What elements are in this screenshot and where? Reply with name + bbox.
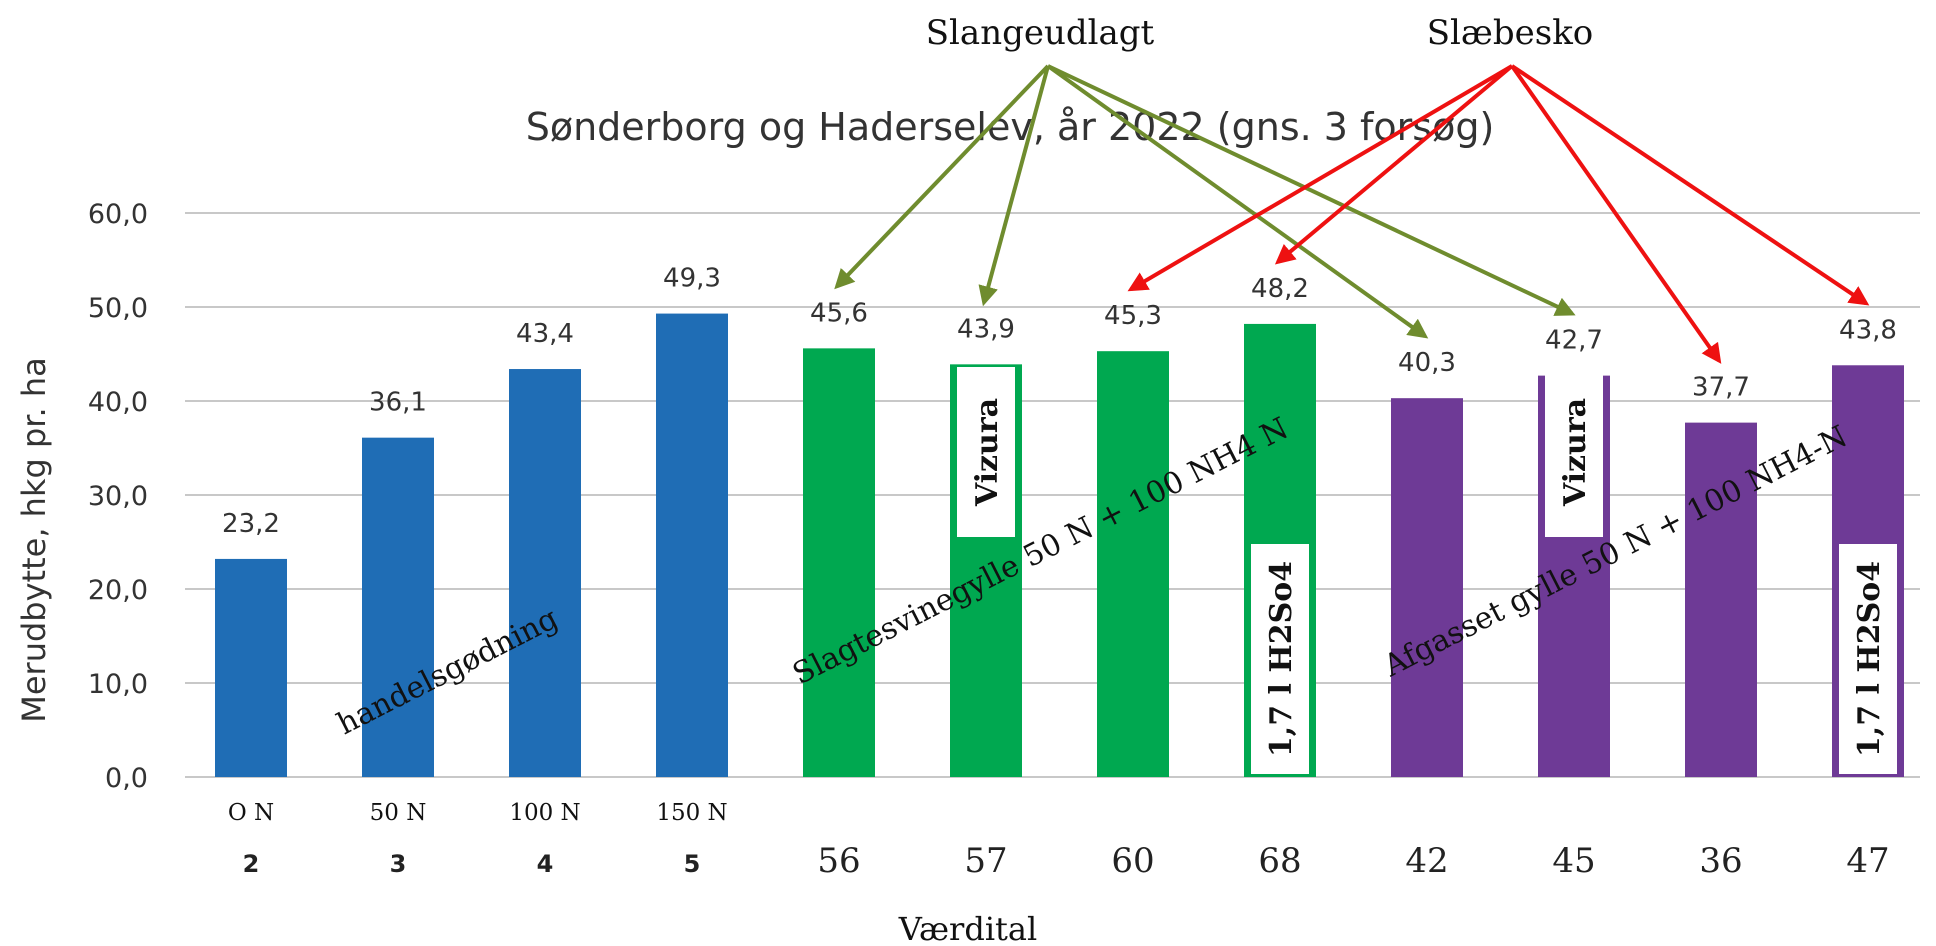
data-label: 48,2 [1251, 274, 1309, 304]
y-tick-label: 30,0 [88, 481, 148, 512]
x-tick-label: 42 [1405, 841, 1448, 881]
bar-tag-box [957, 367, 1015, 537]
y-tick-label: 0,0 [105, 763, 148, 794]
x-tick-label: 2 [243, 850, 260, 878]
bar-tag-text: Vizura [970, 398, 1005, 507]
bar-tag-text: 1,7 l H2So4 [1264, 561, 1299, 757]
annotation-arrow [1510, 64, 1722, 364]
data-label: 43,8 [1839, 315, 1897, 345]
y-tick-label: 50,0 [88, 293, 148, 324]
y-axis-label: Merudbytte, hkg pr. ha [15, 357, 53, 722]
annotation-label: Slæbesko [1427, 13, 1594, 53]
bar [1685, 422, 1757, 777]
annotation-label: Slangeudlagt [926, 13, 1155, 53]
x-tick-label: 3 [390, 850, 407, 878]
data-label: 40,3 [1398, 348, 1456, 378]
annotation-arrow [834, 64, 1050, 290]
data-label: 23,2 [222, 509, 280, 539]
data-label: 45,6 [810, 298, 868, 328]
data-label: 43,4 [516, 319, 574, 349]
chart-title: Sønderborg og Haderselev, år 2022 (gns. … [526, 105, 1495, 149]
data-label: 49,3 [663, 264, 721, 294]
data-label: 42,7 [1545, 326, 1603, 356]
data-label: 37,7 [1692, 373, 1750, 403]
bar [1391, 398, 1463, 777]
bar-tag-box [1839, 544, 1897, 774]
x-tick-label: 56 [817, 841, 860, 881]
bar [1097, 351, 1169, 777]
annotation-arrow [978, 65, 1050, 307]
x-sublabel: 100 N [509, 800, 580, 826]
x-tick-label: 57 [964, 841, 1007, 881]
y-tick-label: 10,0 [88, 669, 148, 700]
bar-tag-text: Vizura [1558, 398, 1593, 507]
y-tick-label: 20,0 [88, 575, 148, 606]
x-tick-label: 45 [1552, 841, 1595, 881]
annotation-arrow [1046, 64, 1429, 339]
x-tick-label: 47 [1846, 841, 1889, 881]
x-tick-label: 68 [1258, 841, 1301, 881]
x-sublabel: O N [228, 800, 274, 826]
y-tick-label: 40,0 [88, 387, 148, 418]
data-label: 36,1 [369, 388, 427, 418]
y-tick-label: 60,0 [88, 199, 148, 230]
data-label: 45,3 [1104, 301, 1162, 331]
bar [656, 313, 728, 777]
x-sublabel: 50 N [370, 800, 427, 826]
annotation-arrow [1047, 64, 1576, 316]
x-tick-label: 60 [1111, 841, 1154, 881]
bar [803, 348, 875, 777]
bar [509, 369, 581, 777]
data-label: 43,9 [957, 314, 1015, 344]
bar [215, 558, 287, 777]
bar-tag-text: 1,7 l H2So4 [1852, 561, 1887, 757]
bar-tag-box [1545, 367, 1603, 537]
bar [362, 437, 434, 777]
x-tick-label: 36 [1699, 841, 1742, 881]
annotation-arrow [1127, 64, 1514, 292]
bar-tag-box [1251, 544, 1309, 774]
x-tick-label: 5 [684, 850, 701, 878]
x-tick-label: 4 [537, 850, 554, 878]
x-axis-label: Værdital [898, 910, 1037, 946]
annotation-arrow [1510, 64, 1870, 306]
x-sublabel: 150 N [656, 800, 727, 826]
annotation-arrow [1274, 64, 1514, 265]
